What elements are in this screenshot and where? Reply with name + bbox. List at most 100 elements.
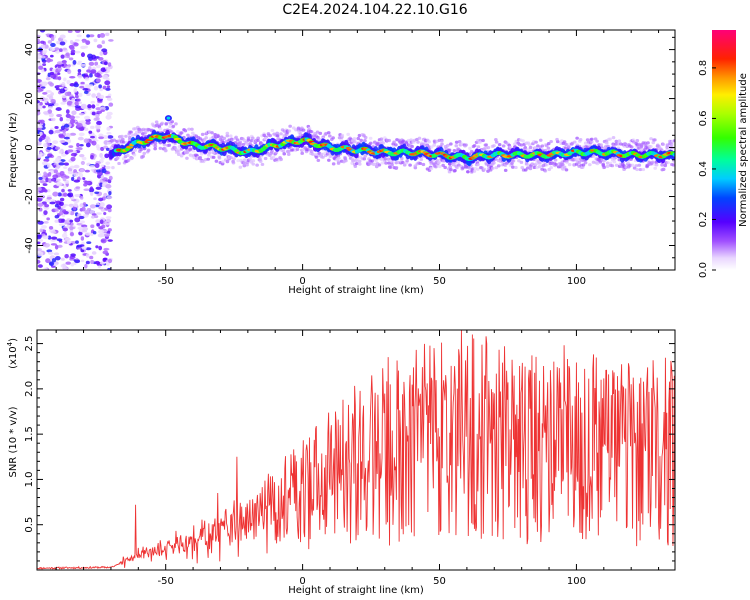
noise-speck bbox=[94, 72, 101, 78]
ridge-halo bbox=[394, 143, 398, 147]
ridge-halo bbox=[605, 161, 610, 165]
noise-speck bbox=[65, 66, 71, 69]
ridge-halo bbox=[650, 160, 655, 164]
noise-speck bbox=[45, 136, 50, 140]
ridge-halo bbox=[354, 161, 359, 166]
ridge-halo bbox=[216, 133, 220, 137]
noise-speck bbox=[76, 98, 81, 102]
noise-speck bbox=[97, 229, 105, 234]
ridge-halo bbox=[540, 144, 545, 148]
spectrogram-ylabel: Frequency (Hz) bbox=[8, 112, 19, 188]
noise-speck bbox=[107, 258, 113, 264]
ridge-halo bbox=[614, 139, 619, 143]
ridge-halo bbox=[129, 157, 134, 161]
noise-speck bbox=[96, 44, 103, 49]
noise-speck bbox=[40, 81, 45, 85]
noise-speck bbox=[76, 122, 83, 128]
noise-speck bbox=[101, 40, 105, 45]
noise-speck bbox=[39, 119, 45, 124]
ridge-halo bbox=[309, 130, 314, 134]
noise-speck bbox=[42, 49, 48, 54]
ridge-halo bbox=[111, 166, 115, 170]
ridge-halo bbox=[466, 170, 470, 174]
ridge-halo bbox=[386, 157, 391, 161]
noise-speck bbox=[99, 152, 103, 158]
ridge-halo bbox=[242, 158, 247, 162]
ridge-halo bbox=[429, 166, 434, 171]
ridge-halo bbox=[519, 143, 524, 147]
ridge-halo bbox=[316, 137, 321, 142]
noise-speck bbox=[102, 74, 109, 80]
colorbar: 0.0 0.2 0.4 0.6 0.8 Normalized spectral ampl… bbox=[698, 30, 749, 278]
ridge-halo bbox=[350, 158, 355, 163]
noise-speck bbox=[98, 84, 102, 89]
x-tick-label: -50 bbox=[158, 276, 174, 287]
ridge-halo bbox=[225, 160, 230, 164]
ridge-halo bbox=[291, 148, 295, 152]
noise-speck bbox=[47, 103, 54, 107]
noise-speck bbox=[39, 131, 43, 136]
noise-speck bbox=[37, 202, 44, 207]
ridge-halo bbox=[513, 142, 517, 146]
noise-speck bbox=[87, 84, 94, 87]
ridge-halo bbox=[478, 140, 483, 144]
noise-speck bbox=[77, 74, 83, 79]
ridge-halo bbox=[654, 163, 659, 167]
noise-speck bbox=[100, 208, 106, 212]
ridge-halo bbox=[452, 148, 457, 153]
ridge-halo bbox=[660, 163, 664, 167]
ridge-halo bbox=[649, 144, 653, 149]
noise-speck bbox=[78, 92, 83, 97]
noise-speck bbox=[71, 176, 75, 182]
ridge-halo bbox=[316, 158, 321, 163]
ridge-halo bbox=[416, 140, 420, 144]
noise-speck bbox=[37, 241, 41, 245]
noise-speck bbox=[37, 155, 41, 159]
noise-speck bbox=[73, 82, 79, 88]
colorbar-bar bbox=[712, 30, 736, 270]
ridge-halo bbox=[470, 167, 475, 171]
ridge-halo bbox=[639, 144, 644, 149]
noise-speck bbox=[81, 230, 88, 233]
ridge-halo bbox=[443, 165, 447, 170]
y-tick-label: 2.0 bbox=[24, 381, 35, 397]
noise-speck bbox=[47, 153, 53, 158]
noise-speck bbox=[54, 244, 59, 250]
ridge-halo bbox=[453, 168, 457, 173]
ridge-halo bbox=[447, 148, 452, 152]
noise-speck bbox=[61, 94, 67, 99]
figure-title: C2E4.2024.104.22.10.G16 bbox=[282, 2, 468, 18]
isolated-blob-core bbox=[166, 116, 171, 120]
noise-speck bbox=[58, 48, 63, 52]
ridge-halo bbox=[383, 157, 388, 161]
noise-speck bbox=[81, 206, 86, 212]
ridge-halo bbox=[153, 141, 158, 146]
noise-speck bbox=[92, 231, 97, 235]
ridge-halo bbox=[176, 152, 181, 157]
noise-speck bbox=[43, 143, 48, 148]
ridge-halo bbox=[562, 140, 567, 144]
noise-speck bbox=[73, 202, 78, 208]
ridge-halo bbox=[661, 167, 666, 171]
noise-speck bbox=[52, 140, 59, 145]
noise-speck bbox=[67, 69, 72, 75]
noise-speck bbox=[70, 156, 76, 162]
ridge-halo bbox=[602, 165, 607, 169]
ridge-halo bbox=[270, 128, 275, 133]
noise-speck bbox=[40, 86, 46, 89]
ridge-halo bbox=[408, 163, 412, 167]
noise-speck bbox=[43, 158, 50, 162]
spectrogram-frame bbox=[36, 29, 676, 271]
noise-speck bbox=[89, 73, 93, 78]
noise-speck bbox=[77, 136, 84, 141]
noise-speck bbox=[82, 87, 89, 91]
ridge-halo bbox=[153, 144, 158, 148]
noise-speck bbox=[106, 68, 111, 73]
noise-speck bbox=[85, 121, 91, 125]
noise-speck bbox=[101, 168, 107, 174]
noise-speck bbox=[105, 218, 112, 224]
noise-speck bbox=[76, 146, 83, 151]
noise-speck bbox=[52, 174, 59, 179]
ridge-halo bbox=[612, 160, 617, 164]
noise-speck bbox=[67, 30, 73, 34]
